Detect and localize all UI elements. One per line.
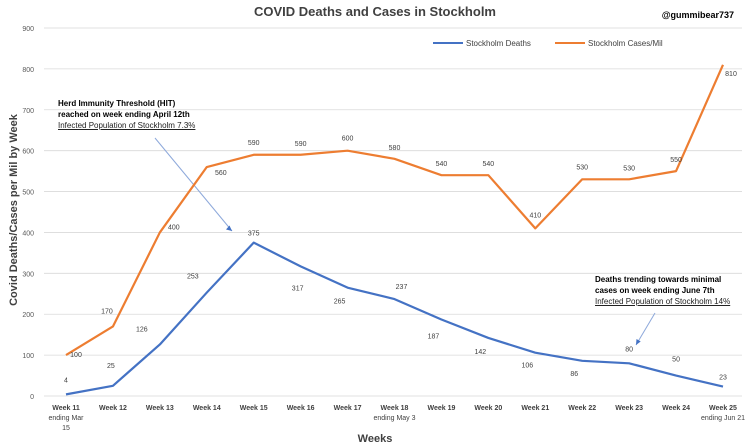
data-label: 810: [725, 71, 737, 78]
deaths-annotation: Deaths trending towards minimal cases on…: [595, 274, 730, 307]
data-label: 375: [248, 231, 260, 238]
hit-annotation-line1: Herd Immunity Threshold (HIT): [58, 99, 176, 108]
y-axis-title: Covid Deaths/Cases per Mil by Week: [8, 114, 20, 306]
data-label: 530: [576, 164, 588, 171]
x-tick-label-line: Week 11: [52, 405, 80, 412]
x-tick-label-line: Week 22: [568, 405, 596, 412]
data-label: 253: [187, 274, 199, 281]
y-tick-label: 800: [22, 67, 34, 74]
data-label: 317: [292, 285, 304, 292]
data-label: 106: [521, 363, 533, 370]
hit-annotation-line2: reached on week ending April 12th: [58, 110, 190, 119]
x-tick-label: Week 18 ending May 3: [373, 405, 415, 422]
x-tick-label: Week 22: [568, 405, 596, 412]
data-label: 237: [396, 284, 408, 291]
x-tick-label: Week 20: [474, 405, 502, 412]
data-label: 590: [295, 141, 307, 148]
data-label: 265: [334, 299, 346, 306]
x-tick-label-line: Week 20: [474, 405, 502, 412]
y-tick-label: 0: [30, 394, 34, 401]
series-line-deaths: [65, 241, 724, 396]
data-label: 540: [483, 161, 495, 168]
data-label: 50: [672, 357, 680, 364]
data-label: 410: [529, 212, 541, 219]
series-lines: [65, 64, 725, 396]
author-handle: @gummibear737: [661, 10, 734, 20]
y-tick-label: 700: [22, 108, 34, 115]
x-tick-label-line: Week 24: [662, 405, 690, 412]
data-label: 540: [436, 161, 448, 168]
y-axis-ticks: 0 100 200 300 400 500 600 700 800 900: [22, 26, 34, 401]
data-label: 86: [570, 371, 578, 378]
data-label: 600: [342, 136, 354, 143]
data-label: 142: [475, 349, 487, 356]
data-labels: 4 25 126 253 375 317 265 237 187 142 106 86 80 50 23 10…: [64, 71, 737, 385]
x-tick-label-line: Week 14: [193, 405, 221, 412]
hit-annotation: Herd Immunity Threshold (HIT) reached on…: [58, 98, 195, 131]
data-label: 126: [136, 326, 148, 333]
y-tick-label: 200: [22, 312, 34, 319]
deaths-arrow-line: [635, 312, 656, 346]
data-label: 400: [168, 224, 180, 231]
legend-label-cases: Stockholm Cases/Mil: [588, 39, 663, 48]
x-tick-label-line: Week 17: [334, 405, 362, 412]
data-label: 530: [623, 165, 635, 172]
data-label: 170: [101, 308, 113, 315]
x-tick-label-line: ending Jun 21: [701, 415, 745, 422]
y-tick-label: 100: [22, 353, 34, 360]
deaths-arrow-head: [636, 339, 641, 345]
data-label: 560: [215, 170, 227, 177]
y-tick-label: 400: [22, 230, 34, 237]
x-tick-label-line: Week 21: [521, 405, 549, 412]
data-label: 187: [428, 334, 440, 341]
y-tick-label: 300: [22, 271, 34, 278]
data-label: 23: [719, 375, 727, 382]
chart-title: COVID Deaths and Cases in Stockholm: [253, 4, 496, 19]
x-tick-label: Week 13: [146, 405, 174, 412]
x-tick-label-line: Week 15: [240, 405, 268, 412]
data-label: 590: [248, 140, 260, 147]
deaths-annotation-line2: cases on week ending June 7th: [595, 286, 715, 295]
x-axis-title: Weeks: [357, 433, 393, 445]
x-tick-label-line: Week 18: [381, 405, 409, 412]
x-axis-ticks: Week 11 ending Mar 15 Week 12 Week 13 Week 14…: [48, 405, 745, 432]
data-label: 80: [625, 346, 633, 353]
hit-arrow-head: [226, 225, 232, 231]
x-tick-label: Week 19: [427, 405, 455, 412]
y-tick-label: 500: [22, 190, 34, 197]
series-line-cases: [65, 64, 725, 357]
legend-label-deaths: Stockholm Deaths: [466, 39, 531, 48]
data-label: 100: [70, 352, 82, 359]
x-tick-label: Week 24: [662, 405, 690, 412]
x-tick-label-line: ending May 3: [373, 415, 415, 422]
x-tick-label: Week 14: [193, 405, 221, 412]
deaths-annotation-line3: Infected Population of Stockholm 14%: [595, 297, 731, 306]
hit-annotation-line3: Infected Population of Stockholm 7.3%: [58, 121, 196, 130]
data-label: 580: [389, 145, 401, 152]
x-tick-label-line: Week 16: [287, 405, 315, 412]
deaths-annotation-line1: Deaths trending towards minimal: [595, 275, 722, 284]
x-tick-label: Week 21: [521, 405, 549, 412]
x-tick-label-line: ending Mar: [48, 415, 84, 422]
data-label: 25: [107, 363, 115, 370]
x-tick-label-line: Week 23: [615, 405, 643, 412]
x-tick-label: Week 12: [99, 405, 127, 412]
x-tick-label-line: Week 12: [99, 405, 127, 412]
x-tick-label-line: 15: [62, 425, 70, 432]
x-tick-label: Week 23: [615, 405, 643, 412]
data-label: 4: [64, 377, 68, 384]
x-tick-label: Week 25 ending Jun 21: [701, 405, 745, 422]
x-tick-label-line: Week 13: [146, 405, 174, 412]
x-tick-label-line: Week 19: [427, 405, 455, 412]
y-tick-label: 600: [22, 149, 34, 156]
x-tick-label: Week 17: [334, 405, 362, 412]
data-label: 550: [670, 157, 682, 164]
y-tick-label: 900: [22, 26, 34, 33]
x-tick-label-line: Week 25: [709, 405, 737, 412]
x-tick-label: Week 11 ending Mar 15: [48, 405, 84, 432]
x-tick-label: Week 16: [287, 405, 315, 412]
x-tick-label: Week 15: [240, 405, 268, 412]
